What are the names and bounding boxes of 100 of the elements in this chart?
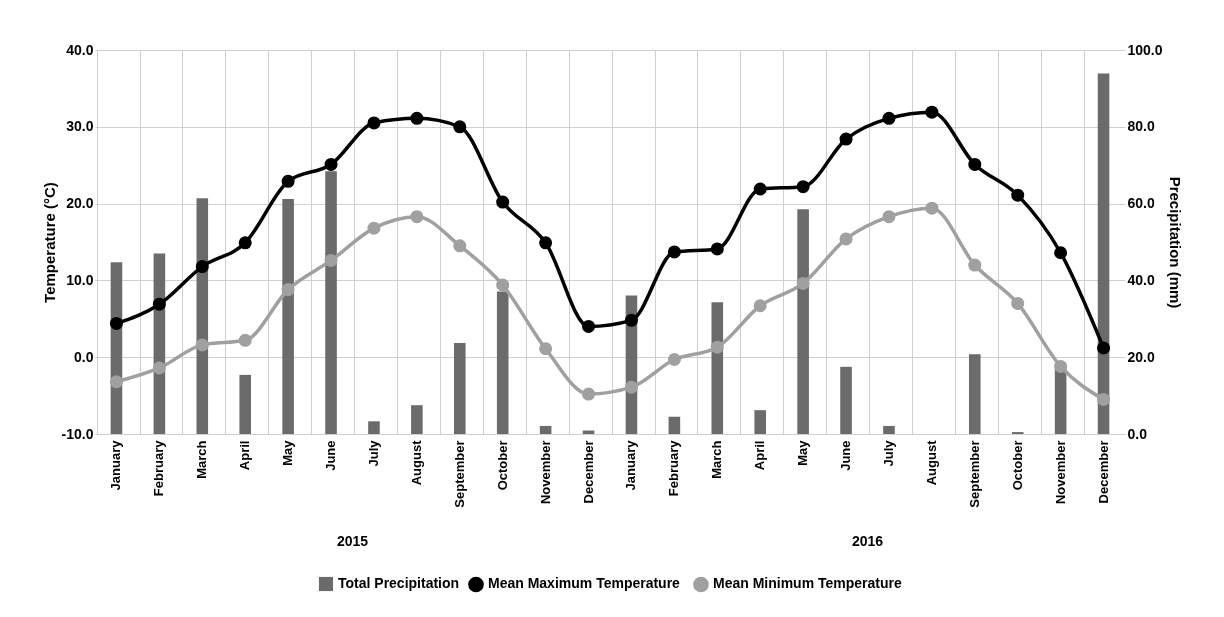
x-tick-label: September [966,440,982,508]
y-tick-label: 0.0 [74,348,94,365]
point [238,236,252,250]
bar [282,198,294,434]
x-tick-label: December [1095,440,1111,504]
point [582,319,596,333]
bar [325,171,337,434]
bar [539,425,552,434]
point [109,316,123,330]
x-tick-label: June [323,440,339,471]
y-tick-label: 20.0 [66,195,94,212]
x-tick-label: August [408,439,424,486]
point [667,353,681,367]
point [624,313,638,327]
point [753,182,767,196]
point [453,120,467,134]
y-axis-title: Temperature (°C) [40,182,58,303]
x-tick-label: March [194,440,210,479]
x-tick-label: January [108,439,124,491]
point [1054,359,1068,373]
y2-tick-label: 20.0 [1127,348,1155,365]
point [1011,296,1025,310]
point [539,342,553,356]
bar [668,416,681,434]
point [367,221,381,235]
point [710,340,724,354]
point [710,242,724,256]
text: 2015 [336,533,369,549]
y2-tick-label: 60.0 [1127,195,1155,212]
y-tick-label: -10.0 [61,425,94,442]
bar [454,342,466,434]
legend-label: Total Precipitation [338,575,460,591]
point [281,283,295,297]
bar [368,421,380,434]
point [968,258,982,272]
point [410,210,424,224]
point [1054,246,1068,260]
x-tick-label: December [580,440,596,504]
point [324,253,338,267]
bar [1054,368,1067,434]
x-tick-label: November [1052,440,1068,505]
legend-label: Mean Maximum Temperature [488,575,681,592]
x-tick-label: January [623,439,639,491]
y2-tick-label: 40.0 [1127,271,1155,288]
point [582,387,596,401]
x-tick-label: May [795,439,811,466]
point [839,232,853,246]
point [968,157,982,171]
y2-tick-label: 0.0 [1127,425,1148,442]
bar [411,405,423,434]
point [925,201,939,215]
point [324,157,338,171]
point [367,116,381,130]
x-tick-label: April [752,440,768,471]
x-tick-label: June [838,440,854,471]
x-tick-label: March [709,440,725,479]
bar [969,354,981,434]
point [496,278,510,292]
y2-axis-title: Precipitation (mm) [1166,176,1184,309]
bar [754,410,766,434]
y-tick-label: 40.0 [66,41,94,58]
point [1097,341,1111,355]
x-tick-label: July [365,439,381,467]
point [1011,188,1025,202]
bar [711,302,724,434]
point [453,239,467,253]
point [539,236,553,250]
x-tick-label: October [494,440,510,491]
point [882,111,896,125]
y2-tick-label: 100.0 [1127,41,1163,58]
point [152,297,166,311]
x-tick-label: May [280,439,296,466]
bar [883,425,895,434]
bar [496,291,509,434]
x-tick-label: February [151,439,167,497]
point [109,375,123,389]
x-tick-label: November [537,440,553,505]
point [925,105,939,119]
x-tick-label: April [237,440,253,471]
point [238,333,252,347]
x-tick-label: July [880,439,896,467]
point [410,111,424,125]
y-tick-label: 30.0 [66,118,94,135]
point [839,132,853,146]
y2-tick-label: 80.0 [1127,118,1155,135]
point [667,245,681,259]
x-tick-label: February [666,439,682,497]
x-tick-label: September [451,440,467,508]
point [796,180,810,194]
point [753,299,767,313]
point [152,361,166,375]
bar [840,366,852,434]
point [496,195,510,209]
point [624,380,638,394]
point [882,210,896,224]
text: 2016 [851,533,884,549]
bar [797,209,809,434]
x-tick-label: October [1009,440,1025,491]
y-tick-label: 10.0 [66,271,94,288]
point [281,174,295,188]
